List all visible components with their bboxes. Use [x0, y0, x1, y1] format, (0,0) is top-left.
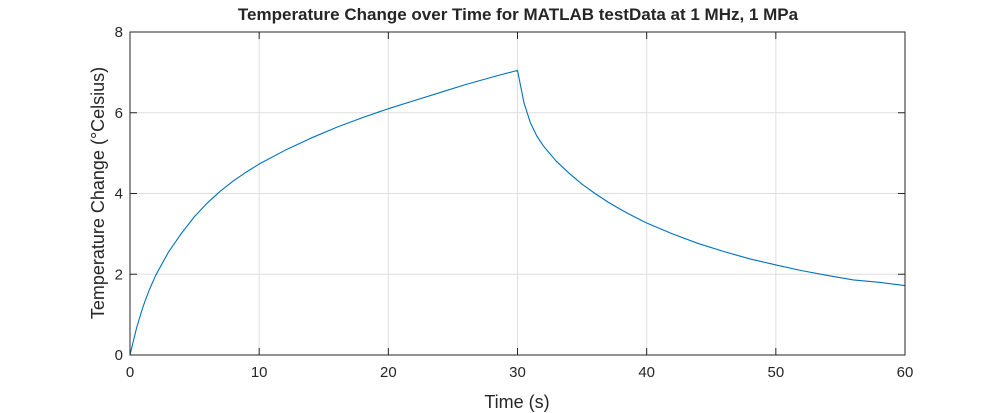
y-tick-label: 8 — [115, 24, 123, 41]
y-tick-label: 2 — [115, 266, 123, 283]
y-tick-label: 6 — [115, 105, 123, 122]
x-tick-label: 50 — [767, 364, 784, 381]
chart-title: Temperature Change over Time for MATLAB … — [238, 5, 799, 24]
x-tick-label: 20 — [380, 364, 397, 381]
x-tick-label: 0 — [126, 364, 134, 381]
y-tick-label: 0 — [115, 347, 123, 364]
y-axis-label: Temperature Change (°Celsius) — [88, 67, 108, 319]
x-tick-label: 10 — [251, 364, 268, 381]
series-line — [129, 69, 906, 356]
x-axis-label: Time (s) — [484, 392, 549, 412]
x-tick-label: 30 — [509, 364, 526, 381]
x-tick-label: 40 — [638, 364, 655, 381]
y-tick-label: 4 — [115, 186, 123, 203]
series-group — [129, 69, 906, 356]
x-tick-label: 60 — [897, 364, 914, 381]
tick-marks — [129, 31, 906, 356]
grid-lines — [130, 32, 905, 355]
tick-labels: 0 10 20 30 40 50 60 0 2 4 6 8 — [115, 24, 914, 381]
